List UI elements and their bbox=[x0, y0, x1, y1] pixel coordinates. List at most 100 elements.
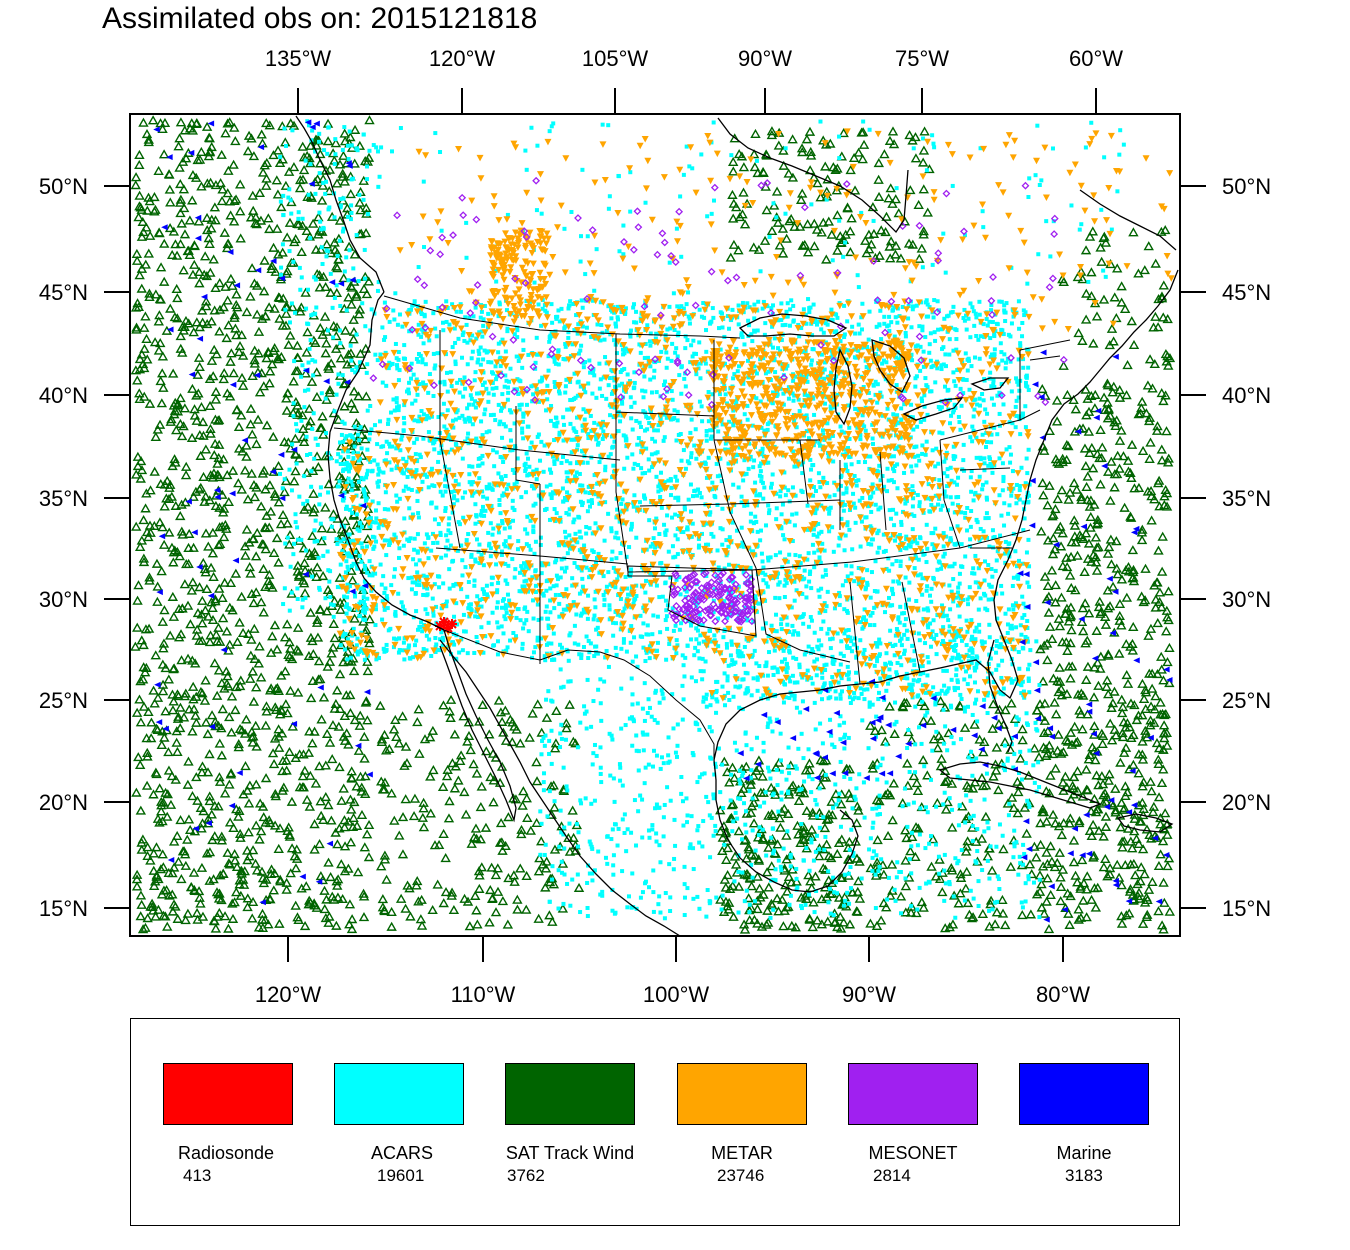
sat-track-wind-marker bbox=[399, 760, 410, 770]
sat-track-wind-marker bbox=[760, 149, 772, 159]
sat-track-wind-marker bbox=[549, 743, 561, 753]
sat-track-wind-marker bbox=[925, 715, 937, 725]
acars-marker bbox=[645, 323, 650, 328]
acars-marker bbox=[875, 655, 880, 660]
sat-track-wind-marker bbox=[1130, 870, 1141, 880]
sat-track-wind-marker bbox=[299, 588, 311, 598]
sat-track-wind-marker bbox=[241, 714, 252, 724]
sat-track-wind-marker bbox=[324, 911, 335, 921]
acars-marker bbox=[572, 561, 577, 566]
acars-marker bbox=[899, 406, 904, 411]
sat-track-wind-marker bbox=[271, 175, 283, 185]
sat-track-wind-marker bbox=[133, 212, 144, 222]
sat-track-wind-marker bbox=[312, 174, 323, 184]
sat-track-wind-marker bbox=[354, 140, 366, 150]
sat-track-wind-marker bbox=[1039, 640, 1050, 650]
acars-marker bbox=[972, 680, 977, 685]
acars-marker bbox=[652, 526, 657, 531]
acars-marker bbox=[985, 535, 990, 540]
sat-track-wind-marker bbox=[1111, 313, 1122, 323]
acars-marker bbox=[766, 369, 771, 374]
sat-track-wind-marker bbox=[729, 772, 740, 782]
sat-track-wind-marker bbox=[307, 530, 318, 540]
sat-track-wind-marker bbox=[878, 869, 890, 879]
sat-track-wind-marker bbox=[157, 679, 169, 689]
acars-marker bbox=[947, 564, 952, 569]
sat-track-wind-marker bbox=[1084, 447, 1095, 458]
sat-track-wind-marker bbox=[783, 168, 794, 178]
acars-marker bbox=[577, 548, 582, 553]
acars-marker bbox=[545, 451, 550, 456]
sat-track-wind-marker bbox=[1066, 625, 1077, 635]
acars-marker bbox=[871, 490, 876, 495]
acars-marker bbox=[873, 379, 878, 384]
acars-marker bbox=[403, 484, 408, 489]
acars-marker bbox=[761, 356, 766, 361]
sat-track-wind-marker bbox=[1021, 828, 1032, 838]
acars-marker bbox=[911, 496, 916, 501]
sat-track-wind-marker bbox=[164, 169, 175, 179]
acars-marker bbox=[572, 623, 577, 628]
sat-track-wind-marker bbox=[1070, 870, 1081, 880]
acars-marker bbox=[1006, 607, 1011, 612]
sat-track-wind-marker bbox=[934, 854, 945, 864]
sat-track-wind-marker bbox=[191, 717, 202, 727]
sat-track-wind-marker bbox=[773, 757, 785, 767]
sat-track-wind-marker bbox=[797, 147, 808, 157]
sat-track-wind-marker bbox=[912, 785, 924, 795]
sat-track-wind-marker bbox=[334, 669, 346, 679]
sat-track-wind-marker bbox=[261, 420, 273, 430]
acars-marker bbox=[344, 504, 349, 509]
sat-track-wind-marker bbox=[1102, 380, 1114, 390]
sat-track-wind-marker bbox=[1125, 884, 1136, 894]
acars-marker bbox=[644, 578, 649, 583]
sat-track-wind-marker bbox=[236, 725, 248, 735]
sat-track-wind-marker bbox=[794, 221, 806, 231]
sat-track-wind-marker bbox=[200, 675, 211, 685]
acars-marker bbox=[725, 615, 730, 620]
acars-marker bbox=[797, 409, 802, 414]
sat-track-wind-marker bbox=[214, 776, 226, 786]
sat-track-wind-marker bbox=[361, 829, 373, 839]
acars-marker bbox=[886, 478, 891, 483]
acars-marker bbox=[867, 309, 872, 314]
sat-track-wind-marker bbox=[1153, 860, 1165, 871]
sat-track-wind-marker bbox=[1099, 611, 1111, 621]
sat-track-wind-marker bbox=[233, 478, 244, 488]
sat-track-wind-marker bbox=[131, 787, 142, 797]
acars-marker bbox=[382, 300, 387, 305]
sat-track-wind-marker bbox=[277, 121, 288, 131]
sat-track-wind-marker bbox=[205, 267, 216, 277]
sat-track-wind-marker bbox=[267, 631, 278, 641]
acars-marker bbox=[987, 635, 992, 640]
acars-marker bbox=[647, 421, 652, 426]
sat-track-wind-marker bbox=[283, 437, 294, 447]
acars-marker bbox=[897, 581, 902, 586]
acars-marker bbox=[494, 562, 499, 567]
sat-track-wind-marker bbox=[453, 775, 464, 785]
sat-track-wind-marker bbox=[316, 714, 327, 724]
sat-track-wind-marker bbox=[1091, 542, 1103, 552]
sat-track-wind-marker bbox=[345, 794, 356, 804]
acars-marker bbox=[663, 532, 668, 537]
acars-marker bbox=[761, 299, 766, 304]
sat-track-wind-marker bbox=[1049, 697, 1060, 707]
acars-marker bbox=[958, 427, 963, 432]
sat-track-wind-marker bbox=[1090, 902, 1102, 912]
sat-track-wind-marker bbox=[1057, 453, 1068, 463]
sat-track-wind-marker bbox=[1120, 565, 1132, 575]
sat-track-wind-marker bbox=[1083, 754, 1095, 764]
sat-track-wind-marker bbox=[518, 786, 529, 796]
sat-track-wind-marker bbox=[170, 500, 181, 510]
sat-track-wind-marker bbox=[1114, 810, 1126, 820]
acars-marker bbox=[490, 380, 495, 385]
acars-marker bbox=[746, 466, 751, 471]
sat-track-wind-marker bbox=[432, 879, 443, 889]
acars-marker bbox=[846, 403, 851, 408]
sat-track-wind-marker bbox=[1079, 566, 1090, 577]
acars-marker bbox=[657, 595, 662, 600]
sat-track-wind-marker bbox=[820, 772, 832, 782]
acars-marker bbox=[637, 500, 642, 505]
sat-track-wind-marker bbox=[166, 414, 177, 424]
sat-track-wind-marker bbox=[282, 518, 293, 528]
